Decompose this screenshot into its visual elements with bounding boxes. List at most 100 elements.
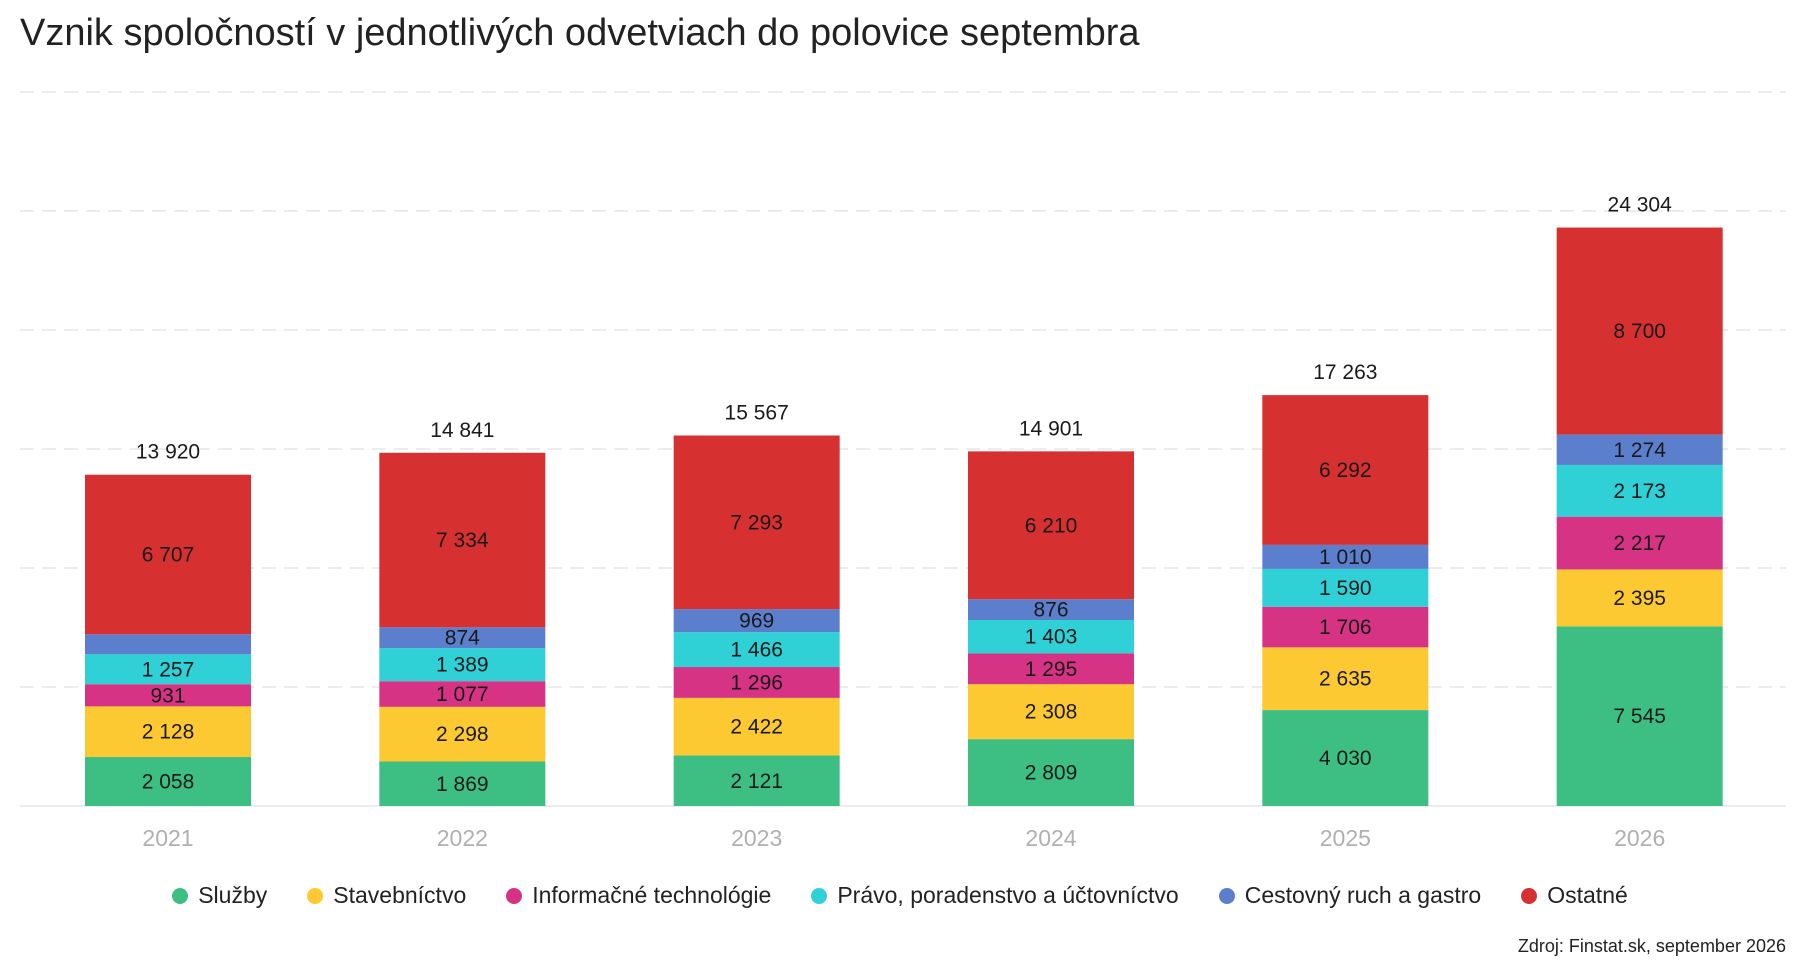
segment-value-label: 874	[445, 627, 480, 650]
segment-value-label: 1 274	[1613, 439, 1666, 462]
segment-value-label: 7 293	[730, 511, 783, 534]
bar-segment	[1262, 647, 1429, 711]
segment-value-label: 2 058	[142, 771, 195, 794]
bar-segment	[379, 648, 546, 682]
segment-value-label: 876	[1033, 599, 1068, 622]
segment-value-label: 1 257	[142, 658, 195, 681]
bar-total-label: 24 304	[1608, 194, 1673, 217]
segment-value-label: 1 869	[436, 773, 489, 796]
segment-value-label: 969	[739, 610, 774, 633]
x-tick-label: 2024	[1025, 825, 1076, 851]
segment-value-label: 4 030	[1319, 747, 1372, 770]
segment-value-label: 1 077	[436, 683, 489, 706]
segment-value-label: 2 635	[1319, 668, 1372, 691]
legend-item[interactable]: Informačné technológie	[506, 882, 771, 909]
bar-segment	[85, 654, 251, 685]
bar-segment	[968, 739, 1134, 806]
legend-dot-icon	[172, 887, 189, 904]
legend-label: Služby	[198, 882, 268, 908]
bar-segment	[968, 451, 1134, 600]
segment-value-label: 1 466	[730, 639, 783, 662]
bar-segment	[85, 474, 251, 635]
x-axis: 2021 2022 2023 2024 2025 2026	[142, 825, 1665, 851]
segment-value-label: 7 545	[1613, 705, 1666, 728]
segment-value-label: 1 296	[730, 671, 783, 694]
bar-segment	[673, 755, 840, 806]
source-note: Zdroj: Finstat.sk, september 2026	[1517, 936, 1786, 956]
segment-value-label: 2 809	[1025, 762, 1078, 785]
bar-segment	[968, 653, 1134, 685]
legend-label: Informačné technológie	[532, 882, 772, 908]
bar-segment	[1556, 464, 1723, 517]
bars	[85, 227, 1723, 806]
bar-segment	[1262, 606, 1429, 648]
legend-dot-icon	[1218, 887, 1235, 904]
bar-segment	[85, 757, 251, 806]
bar-segment	[85, 634, 251, 655]
chart-title: Vznik spoločností v jednotlivých odvetvi…	[20, 12, 1140, 54]
bar-total-label: 13 920	[136, 441, 200, 464]
stacked-bar-chart: 2 058 2 128 931 1 257 6 707 13 920 1 869 2 298 1…	[20, 91, 1786, 851]
segment-value-label: 931	[150, 684, 185, 707]
x-tick-label: 2026	[1614, 825, 1665, 851]
segment-value-label: 1 590	[1319, 577, 1372, 600]
bar-segment	[673, 697, 840, 756]
bar-segment	[85, 684, 251, 707]
bar-segment	[1262, 395, 1429, 545]
x-tick-label: 2021	[142, 825, 193, 851]
legend-dot-icon	[307, 887, 324, 904]
legend: Služby Stavebníctvo Informačné technológie…	[0, 882, 1800, 909]
segment-value-label: 1 389	[436, 654, 489, 677]
bar-segment	[673, 609, 840, 633]
segment-value-label: 1 706	[1319, 616, 1372, 639]
bar-segment	[673, 435, 840, 610]
bar-total-label: 15 567	[725, 402, 789, 425]
bar-segment	[673, 632, 840, 668]
bar-total-label: 14 901	[1019, 417, 1083, 440]
bar-segment	[1556, 516, 1723, 570]
bar-segment	[1262, 710, 1429, 806]
x-tick-label: 2022	[437, 825, 488, 851]
segment-value-label: 2 128	[142, 721, 195, 744]
bar-segment	[968, 620, 1134, 654]
segment-value-label: 2 217	[1613, 532, 1666, 555]
legend-dot-icon	[811, 887, 828, 904]
bar-segment	[968, 599, 1134, 621]
segment-value-label: 2 121	[730, 770, 783, 793]
legend-item[interactable]: Právo, poradenstvo a účtovníctvo	[811, 882, 1179, 909]
bar-segment	[1556, 227, 1723, 435]
segment-value-label: 6 707	[142, 544, 195, 567]
segment-value-label: 8 700	[1613, 320, 1666, 343]
segment-value-label: 6 210	[1025, 514, 1078, 537]
segment-value-label: 2 422	[730, 716, 783, 739]
legend-item[interactable]: Cestovný ruch a gastro	[1218, 882, 1482, 909]
bar-segment	[1556, 569, 1723, 627]
legend-label: Stavebníctvo	[333, 882, 467, 908]
data-labels: 2 058 2 128 931 1 257 6 707 13 920 1 869 2 298 1…	[136, 194, 1672, 796]
bar-segment	[379, 706, 546, 762]
segment-value-label: 2 298	[436, 723, 489, 746]
segment-value-label: 2 173	[1613, 480, 1666, 503]
bar-segment	[968, 684, 1134, 740]
legend-label: Právo, poradenstvo a účtovníctvo	[837, 882, 1179, 908]
bar-segment	[1556, 626, 1723, 806]
segment-value-label: 2 395	[1613, 587, 1666, 610]
bar-segment	[379, 452, 546, 628]
legend-dot-icon	[1521, 887, 1538, 904]
legend-item[interactable]: Služby	[172, 882, 267, 909]
bar-segment	[1262, 568, 1429, 607]
segment-value-label: 1 403	[1025, 626, 1078, 649]
segment-value-label: 1 295	[1025, 658, 1078, 681]
legend-item[interactable]: Ostatné	[1521, 882, 1628, 909]
bar-total-label: 14 841	[430, 419, 494, 442]
bar-segment	[379, 681, 546, 707]
bar-segment	[379, 761, 546, 806]
legend-label: Cestovný ruch a gastro	[1244, 882, 1482, 908]
bar-segment	[1262, 544, 1429, 569]
legend-item[interactable]: Stavebníctvo	[307, 882, 466, 909]
gridlines	[20, 91, 1786, 807]
bar-total-label: 17 263	[1313, 361, 1377, 384]
legend-dot-icon	[506, 887, 523, 904]
segment-value-label: 1 010	[1319, 546, 1372, 569]
segment-value-label: 7 334	[436, 529, 489, 552]
